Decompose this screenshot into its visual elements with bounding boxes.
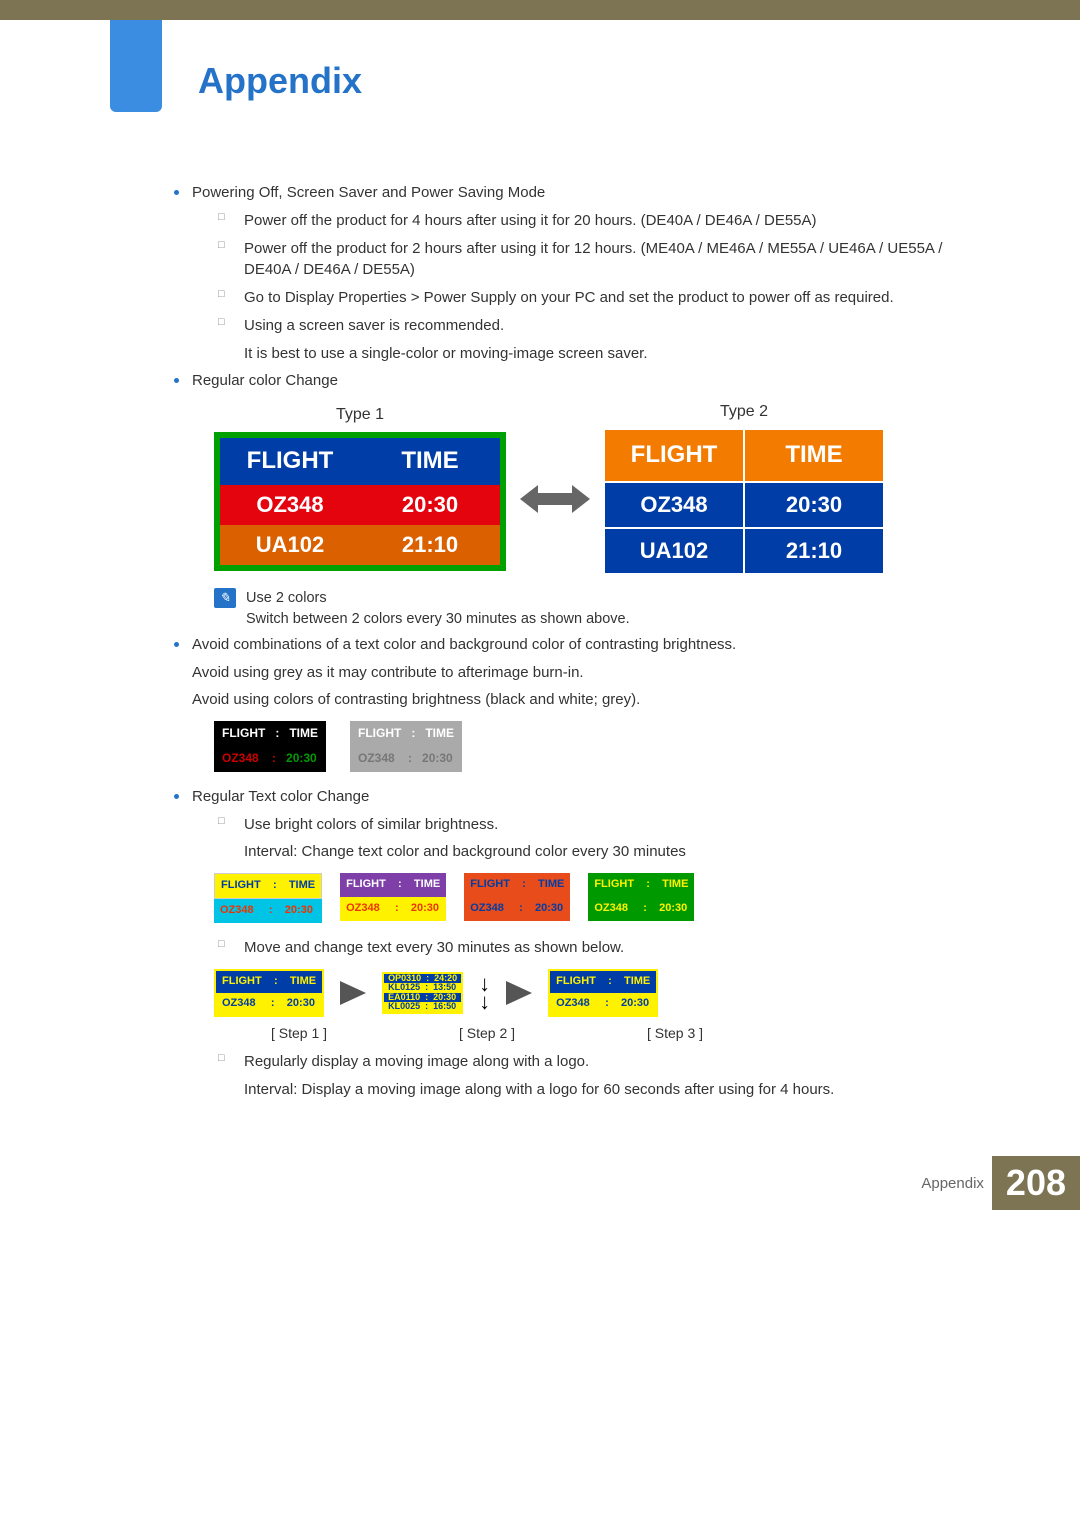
t2-r2a: UA102 — [604, 528, 744, 574]
avoid-contrast: Avoid using colors of contrasting bright… — [192, 689, 992, 711]
note: ✎ Use 2 colors Switch between 2 colors e… — [214, 588, 992, 630]
steps-row: FLIGHT : TIME OZ348 : 20:30 OP0310 : 24:… — [214, 969, 992, 1017]
bullet-avoid: Avoid combinations of a text color and b… — [170, 634, 992, 656]
mb2-h: FLIGHT : TIME — [350, 721, 462, 746]
note-icon: ✎ — [214, 588, 236, 608]
cb2: FLIGHT : TIMEOZ348 : 20:30 — [340, 873, 446, 923]
type2-label: Type 2 — [720, 400, 768, 423]
t1-r2a: UA102 — [220, 525, 360, 565]
cb4: FLIGHT : TIMEOZ348 : 20:30 — [588, 873, 694, 923]
mini-bad: FLIGHT : TIME OZ348 : 20:30 — [214, 721, 326, 772]
t2-r2b: 21:10 — [744, 528, 884, 574]
bullet-power: Powering Off, Screen Saver and Power Sav… — [170, 182, 992, 204]
avoid-grey: Avoid using grey as it may contribute to… — [192, 662, 992, 684]
mini-grey: FLIGHT : TIME OZ348 : 20:30 — [350, 721, 462, 772]
bullet-regtext: Regular Text color Change — [170, 786, 992, 808]
color-examples: FLIGHT : TIMEOZ348 : 20:30 FLIGHT : TIME… — [214, 873, 992, 923]
chapter-tab — [110, 20, 162, 112]
type1-table: FLIGHTTIME OZ34820:30 UA10221:10 — [214, 432, 506, 571]
sub-move: Move and change text every 30 minutes as… — [218, 937, 992, 959]
footer-label: Appendix — [921, 1175, 984, 1192]
page-number: 208 — [992, 1156, 1080, 1210]
sub-display-props: Go to Display Properties > Power Supply … — [218, 287, 992, 309]
type2-table: FLIGHTTIME OZ34820:30 UA10221:10 — [604, 429, 884, 574]
t1-h2: TIME — [360, 438, 500, 485]
mini-examples: FLIGHT : TIME OZ348 : 20:30 FLIGHT : TIM… — [214, 721, 992, 772]
last-l2: Interval: Display a moving image along w… — [218, 1079, 992, 1101]
type1-label: Type 1 — [336, 403, 384, 426]
top-bar — [0, 0, 1080, 20]
double-arrow-icon — [520, 487, 590, 511]
header: Appendix — [0, 20, 1080, 102]
mb1-t: 20:30 — [286, 751, 317, 765]
t2-h2: TIME — [744, 429, 884, 482]
regtext-s1: Use bright colors of similar brightness. — [218, 814, 992, 836]
arrow-right-icon-2 — [506, 981, 532, 1005]
regtext-s2: Interval: Change text color and backgrou… — [218, 841, 992, 863]
note-l2: Switch between 2 colors every 30 minutes… — [246, 609, 630, 630]
sub-2h: Power off the product for 2 hours after … — [218, 238, 992, 282]
step2-box: OP0310 : 24:20 KL0125 : 13:50 EA0110 : 2… — [382, 972, 463, 1014]
t1-h1: FLIGHT — [220, 438, 360, 485]
arrow-right-icon — [340, 981, 366, 1005]
t2-r1b: 20:30 — [744, 482, 884, 528]
last-l1: Regularly display a moving image along w… — [218, 1051, 992, 1073]
sub-single-color: It is best to use a single-color or movi… — [218, 343, 992, 365]
cb1: FLIGHT : TIMEOZ348 : 20:30 — [214, 873, 322, 923]
type-comparison: Type 1 FLIGHTTIME OZ34820:30 UA10221:10 … — [214, 400, 992, 574]
mb1-r: OZ348 : — [222, 751, 286, 765]
mb2-r: OZ348 : — [358, 751, 422, 765]
t1-r2b: 21:10 — [360, 525, 500, 565]
cb3: FLIGHT : TIMEOZ348 : 20:30 — [464, 873, 570, 923]
step3-label: [ Step 3 ] — [590, 1023, 760, 1043]
down-arrows-icon: ↓↓ — [479, 976, 490, 1009]
content: Powering Off, Screen Saver and Power Sav… — [0, 102, 1080, 1126]
mb1-h: FLIGHT : TIME — [214, 721, 326, 746]
page-title: Appendix — [198, 38, 1080, 102]
step3-box: FLIGHT : TIME OZ348 : 20:30 — [548, 969, 658, 1017]
t2-r1a: OZ348 — [604, 482, 744, 528]
t1-r1a: OZ348 — [220, 485, 360, 525]
t1-r1b: 20:30 — [360, 485, 500, 525]
sub-screensaver: Using a screen saver is recommended. — [218, 315, 992, 337]
sub-4h: Power off the product for 4 hours after … — [218, 210, 992, 232]
t2-h1: FLIGHT — [604, 429, 744, 482]
bullet-color-change: Regular color Change — [170, 370, 992, 392]
step1-box: FLIGHT : TIME OZ348 : 20:30 — [214, 969, 324, 1017]
step2-label: [ Step 2 ] — [402, 1023, 572, 1043]
mb2-t: 20:30 — [422, 751, 453, 765]
note-l1: Use 2 colors — [246, 588, 630, 609]
step1-label: [ Step 1 ] — [214, 1023, 384, 1043]
step-labels: [ Step 1 ] [ Step 2 ] [ Step 3 ] — [214, 1023, 992, 1043]
footer: Appendix 208 — [0, 1156, 1080, 1210]
